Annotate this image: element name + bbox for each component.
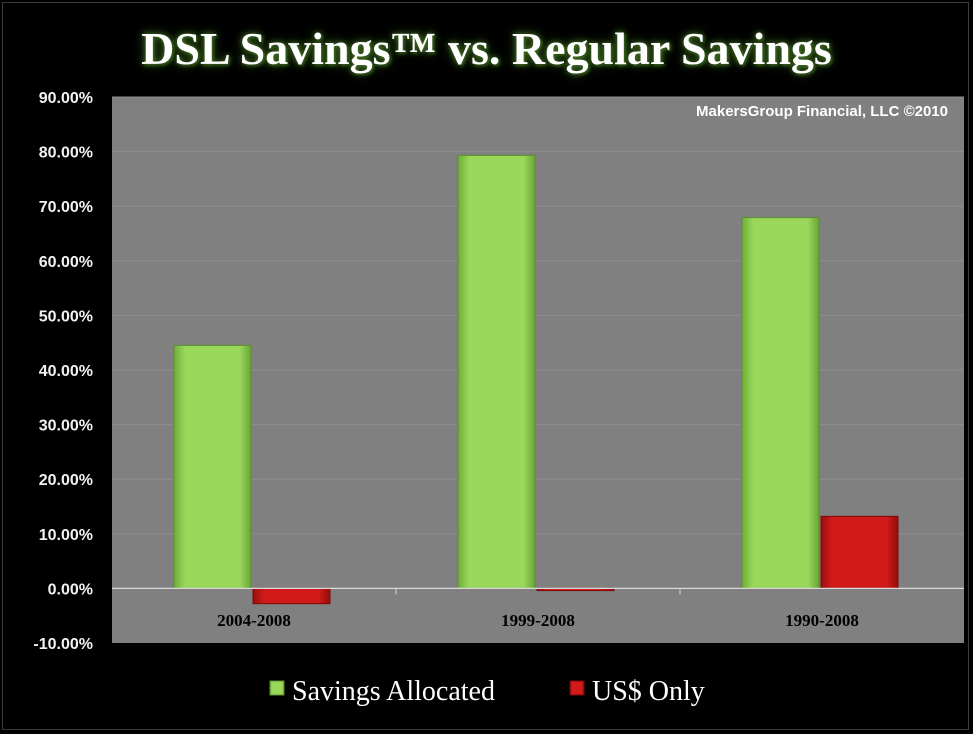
legend-label: Savings Allocated bbox=[292, 676, 495, 707]
legend-label: US$ Only bbox=[592, 676, 705, 707]
y-tick-label: 30.00% bbox=[39, 418, 93, 435]
y-tick-label: 20.00% bbox=[39, 472, 93, 489]
y-tick-label: 50.00% bbox=[39, 308, 93, 325]
x-tick-label: 1990-2008 bbox=[785, 611, 859, 630]
y-tick-label: 90.00% bbox=[39, 90, 93, 107]
y-tick-label: 10.00% bbox=[39, 527, 93, 544]
x-tick-label: 1999-2008 bbox=[501, 611, 575, 630]
bar-savings-allocated-1990-2008 bbox=[741, 217, 820, 589]
y-tick-label: 0.00% bbox=[48, 581, 93, 598]
bars bbox=[173, 154, 899, 605]
x-tick-label: 2004-2008 bbox=[217, 611, 291, 630]
y-tick-label: 60.00% bbox=[39, 254, 93, 271]
y-tick-label: 80.00% bbox=[39, 145, 93, 162]
y-tick-label: 40.00% bbox=[39, 363, 93, 380]
y-tick-label: 70.00% bbox=[39, 199, 93, 216]
bar-us-only-2004-2008 bbox=[252, 587, 331, 605]
gridlines bbox=[112, 96, 964, 535]
legend-swatch bbox=[269, 680, 285, 696]
x-axis: 2004-2008 1999-2008 1990-2008 bbox=[217, 588, 859, 630]
legend: Savings Allocated US$ Only bbox=[269, 676, 705, 707]
bar-savings-allocated-2004-2008 bbox=[173, 344, 252, 589]
legend-swatch bbox=[569, 680, 585, 696]
y-axis: 90.00% 80.00% 70.00% 60.00% 50.00% 40.00% 30.0… bbox=[33, 90, 964, 653]
chart-annotation: MakersGroup Financial, LLC ©2010 bbox=[696, 103, 948, 120]
y-tick-label: -10.00% bbox=[33, 636, 93, 653]
bar-savings-allocated-1999-2008 bbox=[457, 154, 536, 589]
bar-us-only-1990-2008 bbox=[820, 515, 899, 589]
chart-title: DSL Savings™ vs. Regular Savings bbox=[141, 23, 832, 74]
